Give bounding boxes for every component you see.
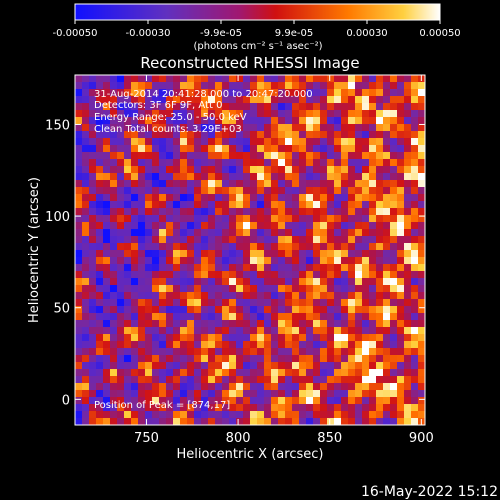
footer-timestamp: 16-May-2022 15:12: [360, 484, 498, 500]
y-axis-label: Heliocentric Y (arcsec): [27, 177, 42, 323]
heatmap: [75, 75, 426, 426]
x-tick-label: 800: [226, 431, 251, 446]
colorbar-tick-label: -9.9e-05: [200, 28, 242, 39]
colorbar-tick-label: -0.00050: [53, 28, 98, 39]
chart-title: Reconstructed RHESSI Image: [140, 54, 359, 72]
colorbar: [74, 3, 441, 21]
annotation-detectors: Detectors: 3F 6F 9F, Att 0: [94, 100, 222, 111]
annotation-energy: Energy Range: 25.0 - 50.0 keV: [94, 112, 247, 123]
colorbar-tick-label: -0.00030: [126, 28, 171, 39]
y-tick-label: 0: [62, 393, 70, 408]
x-tick-label: 900: [409, 431, 434, 446]
y-tick-label: 150: [45, 118, 70, 133]
x-tick-label: 750: [134, 431, 159, 446]
colorbar-units: (photons cm⁻² s⁻¹ asec⁻²): [193, 41, 322, 52]
axis-ticks: 750 800 850 900 0 50 100 150: [45, 75, 434, 446]
x-axis-label: Heliocentric X (arcsec): [177, 447, 324, 462]
colorbar-tick-label: 9.9e-05: [275, 28, 313, 39]
colorbar-ticks: -0.00050 -0.00030 -9.9e-05 9.9e-05 0.00030 0.…: [53, 20, 461, 39]
plot-frame: [74, 74, 426, 426]
x-tick-label: 850: [317, 431, 342, 446]
y-tick-label: 100: [45, 210, 70, 225]
y-tick-label: 50: [53, 302, 70, 317]
peak-position-label: Position of Peak = [874,17]: [94, 400, 230, 411]
annotation-counts: Clean Total counts: 3.29E+03: [94, 124, 242, 135]
colorbar-tick-label: 0.00050: [419, 28, 460, 39]
annotation-time: 31-Aug-2014 20:41:28.000 to 20:47:20.000: [94, 89, 313, 100]
colorbar-tick-label: 0.00030: [346, 28, 387, 39]
